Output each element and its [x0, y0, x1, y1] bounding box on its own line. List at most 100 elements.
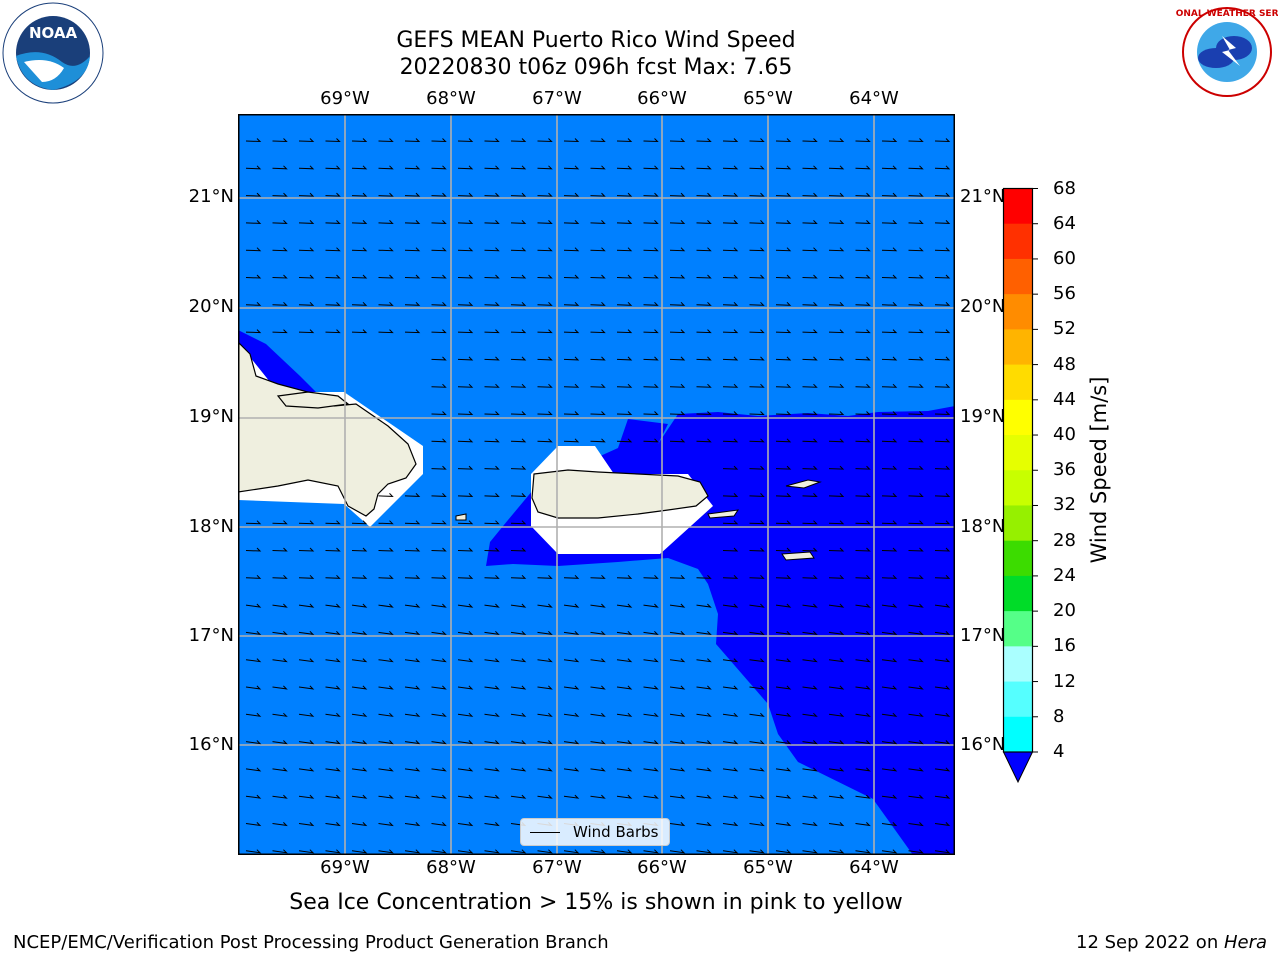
wind-barb — [431, 465, 447, 470]
wind-barb — [696, 658, 712, 663]
wind-barb — [828, 849, 845, 854]
wind-barb — [245, 274, 262, 279]
wind-barb — [484, 411, 500, 416]
wind-barb — [749, 603, 765, 608]
wind-barb — [563, 767, 580, 772]
wind-barb — [855, 603, 871, 608]
wind-barb — [325, 767, 341, 772]
wind-barb — [696, 794, 712, 799]
wind-barb — [378, 274, 394, 279]
colorbar-tick-label: 24 — [1053, 564, 1076, 586]
wind-barb — [298, 165, 315, 170]
wind-barb — [908, 411, 924, 416]
wind-barb — [696, 630, 712, 635]
wind-barb — [404, 574, 421, 579]
wind-barb — [298, 794, 315, 799]
wind-barb — [510, 356, 527, 361]
wind-barb — [484, 603, 500, 608]
wind-barb — [563, 329, 580, 334]
wind-barb — [802, 438, 818, 443]
wind-barb — [775, 520, 792, 525]
wind-barb — [484, 767, 500, 772]
wind-barb — [802, 849, 818, 854]
wind-barb — [643, 794, 659, 799]
wind-barb — [934, 547, 951, 552]
wind-barb — [775, 630, 792, 635]
wind-barb — [616, 767, 633, 772]
wind-barb — [351, 520, 368, 525]
wind-barb — [484, 547, 500, 552]
lon-label-bottom-69w: 69°W — [320, 857, 370, 878]
wind-barb — [643, 301, 659, 306]
wind-barb — [431, 603, 447, 608]
wind-barb — [378, 849, 394, 854]
wind-barb — [775, 658, 792, 663]
wind-barb — [298, 274, 315, 279]
nws-logo: NATIONAL WEATHER SERVICE — [1176, 7, 1278, 97]
wind-barb — [934, 822, 951, 827]
wind-barb — [775, 383, 792, 388]
wind-barb — [510, 740, 527, 745]
wind-barb — [881, 547, 898, 552]
wind-barb — [934, 849, 951, 854]
wind-barb — [881, 574, 898, 579]
wind-barb — [616, 685, 633, 690]
wind-barb — [802, 329, 818, 334]
wind-barb — [484, 329, 500, 334]
wind-barb — [272, 520, 288, 525]
wind-barb — [749, 383, 765, 388]
wind-barb — [643, 685, 659, 690]
wind-barb — [590, 411, 606, 416]
wind-barb — [616, 274, 633, 279]
wind-barb — [537, 603, 553, 608]
legend: Wind Barbs — [520, 818, 670, 846]
wind-barb — [802, 411, 818, 416]
wind-barb — [934, 493, 951, 497]
wind-barb — [351, 138, 368, 143]
wind-barb — [802, 301, 818, 306]
wind-barb — [775, 465, 792, 470]
wind-barb — [431, 822, 447, 827]
wind-barb — [484, 574, 500, 579]
wind-barb — [590, 383, 606, 388]
wind-barb — [722, 822, 739, 827]
wind-barb — [563, 685, 580, 690]
footer-machine: Hera — [1223, 932, 1267, 953]
colorbar-segment — [1003, 540, 1033, 577]
chart-subtitle: 20220830 t06z 096h fcst Max: 7.65 — [399, 55, 793, 80]
colorbar-tick-label: 56 — [1053, 283, 1076, 305]
colorbar-segment — [1003, 258, 1033, 295]
wind-barb — [908, 220, 924, 224]
wind-barb — [537, 329, 553, 334]
lon-label-bottom-67w: 67°W — [532, 857, 582, 878]
wind-barb — [669, 574, 686, 579]
wind-barb — [351, 822, 368, 827]
wind-barb — [351, 740, 368, 745]
wind-barb — [563, 438, 580, 443]
wind-barb — [749, 329, 765, 334]
wind-barb — [855, 383, 871, 388]
wind-barb — [749, 165, 765, 170]
wind-barb — [484, 849, 500, 854]
colorbar-segment — [1003, 575, 1033, 612]
wind-barb — [616, 712, 633, 717]
colorbar-tick-label: 28 — [1053, 529, 1076, 551]
lat-label-left-21n: 21°N — [188, 186, 234, 207]
wind-barb — [245, 165, 262, 170]
wind-barb — [643, 767, 659, 772]
wind-barb — [616, 849, 633, 854]
wind-barb — [484, 247, 500, 252]
wind-barb — [272, 547, 288, 552]
wind-barb — [775, 438, 792, 443]
wind-barb — [431, 630, 447, 635]
wind-barb — [881, 247, 898, 252]
wind-barb — [802, 192, 818, 197]
wind-barb — [855, 247, 871, 252]
wind-barb — [404, 658, 421, 663]
wind-barb — [828, 138, 845, 143]
wind-barb — [881, 411, 898, 416]
wind-barb — [537, 849, 553, 854]
footer-branch: NCEP/EMC/Verification Post Processing Pr… — [13, 932, 609, 953]
wind-barb — [351, 603, 368, 608]
wind-barb — [855, 220, 871, 224]
